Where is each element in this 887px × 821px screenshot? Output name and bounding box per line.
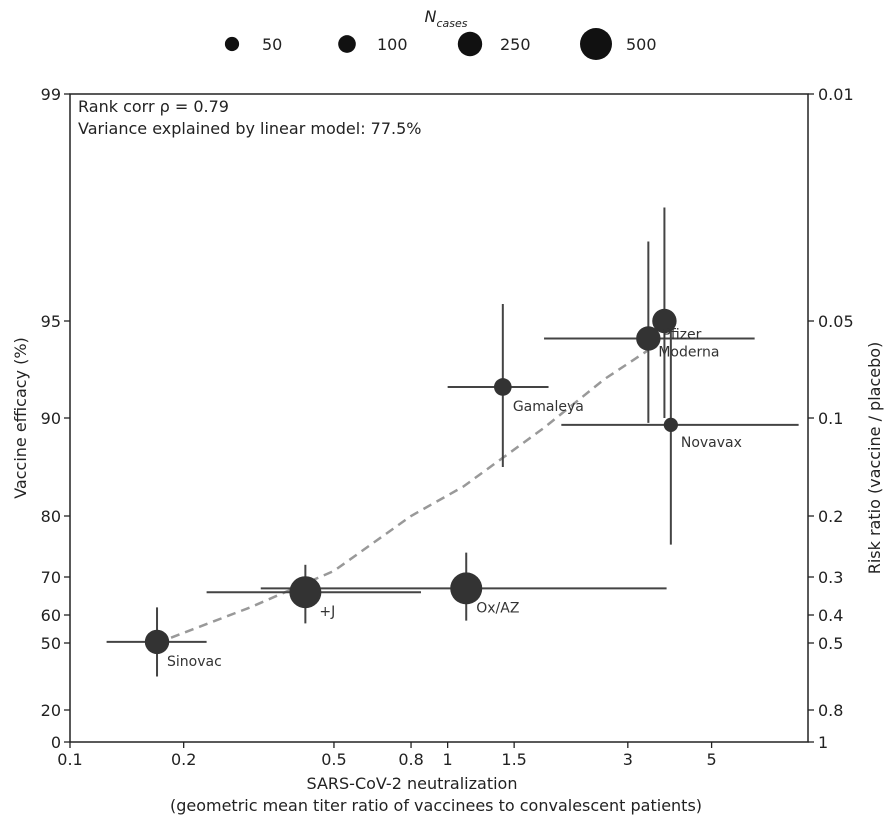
legend-marker bbox=[580, 28, 612, 60]
x-tick-label: 0.5 bbox=[321, 750, 346, 769]
trend-line bbox=[156, 349, 650, 645]
x-tick-label: 5 bbox=[707, 750, 717, 769]
y2-tick-label: 0.05 bbox=[818, 312, 854, 331]
x-tick-label: 1.5 bbox=[501, 750, 526, 769]
y-tick-label: 50 bbox=[41, 634, 61, 653]
x-tick-label: 0.8 bbox=[398, 750, 423, 769]
y-tick-label: 70 bbox=[41, 568, 61, 587]
legend-items: 50 100 250 500 bbox=[224, 28, 657, 60]
data-point bbox=[663, 417, 678, 432]
annotation-rank-corr: Rank corr ρ = 0.79 bbox=[78, 97, 229, 116]
point-label: Gamaleya bbox=[513, 399, 584, 415]
y2-tick-label: 0.1 bbox=[818, 409, 843, 428]
y-tick-label: 95 bbox=[41, 312, 61, 331]
y2-tick-label: 1 bbox=[818, 733, 828, 752]
data-point bbox=[636, 326, 661, 351]
legend-title: Ncases bbox=[425, 7, 468, 30]
y2-tick-label: 0.3 bbox=[818, 568, 843, 587]
y2-tick-label: 0.4 bbox=[818, 606, 843, 625]
x-tick-label: 1 bbox=[443, 750, 453, 769]
point-label: +J bbox=[319, 604, 335, 620]
legend-title-subscript: cases bbox=[436, 17, 467, 30]
y-tick-label: 90 bbox=[41, 409, 61, 428]
axis-ticks: 0.1 0.2 0.5 0.8 1 1.5 3 50205060708090959910.80… bbox=[41, 85, 854, 769]
trend-line-path bbox=[156, 349, 650, 645]
annotation-variance: Variance explained by linear model: 77.5… bbox=[78, 119, 422, 138]
data-point bbox=[450, 572, 483, 605]
markers bbox=[144, 308, 678, 655]
y-tick-label: 60 bbox=[41, 606, 61, 625]
legend-marker bbox=[338, 35, 356, 53]
annotations: Rank corr ρ = 0.79 Variance explained by… bbox=[78, 97, 422, 138]
point-label: Novavax bbox=[681, 435, 742, 451]
point-label: Moderna bbox=[658, 344, 719, 360]
plot-area bbox=[69, 93, 809, 743]
y-tick-label: 0 bbox=[51, 733, 61, 752]
point-label: Sinovac bbox=[167, 654, 222, 670]
y-tick-label: 20 bbox=[41, 701, 61, 720]
plot-frame bbox=[69, 93, 809, 743]
y-axis-title-right: Risk ratio (vaccine / placebo) bbox=[865, 342, 884, 575]
y2-tick-label: 0.8 bbox=[818, 701, 843, 720]
x-tick-label: 0.1 bbox=[57, 750, 82, 769]
x-axis-title: SARS-CoV-2 neutralization bbox=[307, 774, 518, 793]
data-point bbox=[144, 629, 170, 655]
point-label: Pfizer bbox=[662, 327, 701, 343]
point-label: Ox/AZ bbox=[476, 600, 519, 616]
data-point bbox=[652, 308, 677, 334]
legend: Ncases 50 100 250 500 bbox=[224, 7, 657, 60]
y-axis-title-left: Vaccine efficacy (%) bbox=[11, 337, 30, 499]
x-axis-subtitle: (geometric mean titer ratio of vaccinees… bbox=[170, 796, 702, 815]
legend-label: 250 bbox=[500, 35, 531, 54]
legend-marker bbox=[224, 36, 240, 52]
data-point bbox=[494, 378, 512, 396]
x-tick-label: 0.2 bbox=[171, 750, 196, 769]
x-tick-label: 3 bbox=[623, 750, 633, 769]
data-point bbox=[289, 576, 322, 609]
legend-label: 100 bbox=[377, 35, 408, 54]
legend-marker bbox=[457, 31, 483, 57]
legend-title-main: N bbox=[425, 7, 437, 26]
y-tick-label: 99 bbox=[41, 85, 61, 104]
y2-tick-label: 0.01 bbox=[818, 85, 854, 104]
legend-label: 50 bbox=[262, 35, 282, 54]
y-tick-label: 80 bbox=[41, 507, 61, 526]
y2-tick-label: 0.2 bbox=[818, 507, 843, 526]
legend-label: 500 bbox=[626, 35, 657, 54]
y2-tick-label: 0.5 bbox=[818, 634, 843, 653]
